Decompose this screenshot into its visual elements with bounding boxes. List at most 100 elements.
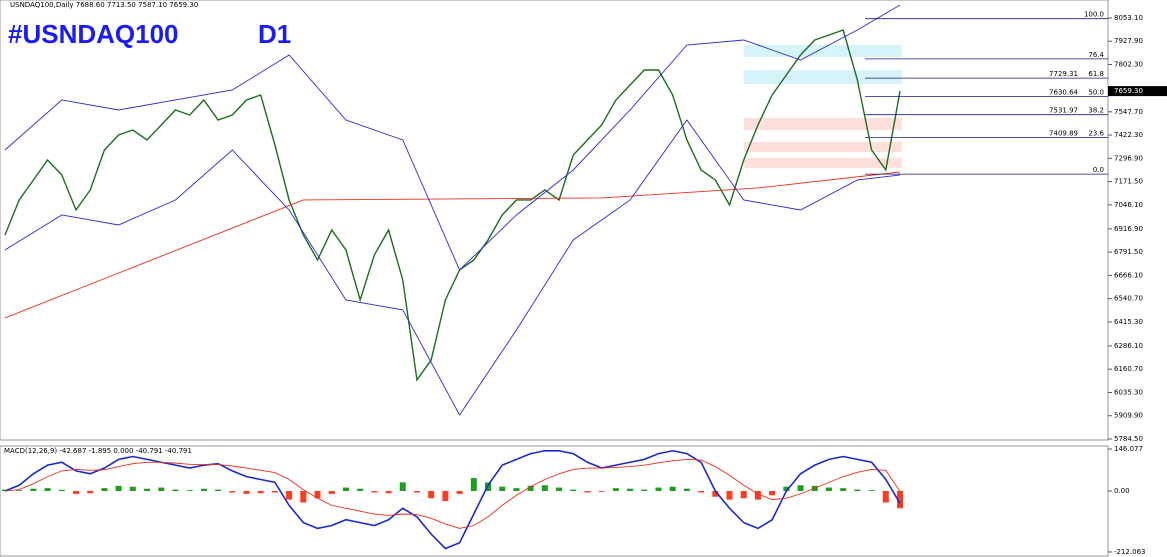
macd-bar [286, 491, 293, 500]
macd-bar [399, 482, 406, 492]
macd-bar [470, 478, 477, 492]
series-line [4, 119, 901, 416]
y-tick-label: 6415.30 [1114, 318, 1143, 326]
y-tick-label: 6540.70 [1114, 295, 1143, 303]
fib-zone [744, 118, 902, 130]
macd-bar [726, 491, 733, 500]
fib-ratio: 61.8 [1088, 70, 1104, 78]
y-tick-label: 7927.90 [1114, 37, 1143, 45]
macd-bar [257, 491, 264, 494]
macd-bar [144, 488, 151, 492]
y-tick-label: 7046.10 [1114, 201, 1143, 209]
y-tick-label: 7422.30 [1114, 131, 1143, 139]
fib-price: 7630.64 [1049, 88, 1078, 96]
macd-bar [30, 488, 37, 492]
macd-bar [215, 489, 222, 492]
macd-bar [87, 491, 94, 494]
macd-bar [584, 491, 591, 493]
macd-bar [271, 491, 278, 493]
macd-bar [243, 491, 250, 494]
macd-bar [314, 491, 321, 499]
macd-bar [556, 487, 563, 492]
macd-bar [16, 490, 23, 492]
macd-bar [641, 489, 648, 492]
y-tick-label: 0.00 [1114, 487, 1130, 495]
macd-bar [499, 486, 506, 492]
macd-bar [854, 489, 861, 492]
macd-bar [598, 491, 605, 492]
current-price-box [1108, 86, 1167, 97]
fib-zone [744, 158, 902, 168]
fib-price: 7531.97 [1049, 107, 1078, 115]
macd-bar [58, 489, 65, 492]
symbol-title: #USNDAQ100 [8, 19, 179, 49]
fib-ratio: 38.2 [1088, 107, 1104, 115]
macd-bar [868, 490, 875, 492]
macd-bar [200, 488, 207, 492]
macd-label: MACD(12,26,9) -42.687 -1.895 0.000 -40.7… [4, 447, 192, 455]
macd-bar [442, 491, 449, 502]
macd-bar [44, 488, 51, 492]
macd-bar [783, 486, 790, 492]
macd-bar [669, 486, 676, 492]
fib-zone [744, 45, 902, 57]
y-tick-label: 6035.30 [1114, 388, 1143, 396]
macd-bar [612, 488, 619, 492]
y-tick-label: 7802.30 [1114, 61, 1143, 69]
macd-bar [158, 487, 165, 492]
fib-ratio: 23.6 [1088, 129, 1104, 137]
macd-bar [740, 491, 747, 499]
series-line [4, 171, 901, 319]
macd-bar [371, 491, 378, 493]
y-tick-label: 6286.10 [1114, 342, 1143, 350]
macd-bar [413, 491, 420, 493]
fib-ratio: 0.0 [1093, 166, 1104, 174]
macd-bar [825, 487, 832, 492]
macd-bar [840, 488, 847, 492]
y-tick-label: 8053.10 [1114, 14, 1143, 22]
macd-bar [882, 491, 889, 503]
macd-bar [101, 488, 108, 492]
macd-bar [627, 488, 634, 492]
y-tick-label: 5909.90 [1114, 412, 1143, 420]
y-tick-label: 146.077 [1114, 445, 1143, 453]
macd-bar [73, 491, 80, 494]
y-tick-label: 6791.50 [1114, 248, 1143, 256]
fib-ratio: 100.0 [1084, 11, 1104, 19]
macd-bar [456, 491, 463, 494]
macd-bar [527, 485, 534, 492]
macd-bar [328, 491, 335, 494]
macd-bar [513, 488, 520, 492]
macd-bar [115, 485, 122, 492]
y-tick-label: 6916.90 [1114, 225, 1143, 233]
macd-bar [698, 491, 705, 493]
macd-bar [342, 487, 349, 492]
fib-zone [744, 142, 902, 152]
y-tick-label: 6666.10 [1114, 271, 1143, 279]
macd-bar [712, 491, 719, 497]
macd-bar [300, 491, 307, 503]
fib-ratio: 76.4 [1088, 51, 1104, 59]
macd-bar [172, 489, 179, 492]
macd-bar [229, 491, 236, 493]
series-line [4, 4, 901, 271]
macd-bar [570, 489, 577, 492]
series-line [4, 29, 901, 382]
macd-bar [186, 490, 193, 492]
macd-pane [0, 445, 1109, 557]
y-tick-label: 6160.70 [1114, 365, 1143, 373]
macd-bar [428, 491, 435, 499]
y-tick-label: -212.063 [1114, 548, 1145, 556]
macd-bar [655, 487, 662, 492]
y-tick-label: 5784.50 [1114, 435, 1143, 443]
macd-bar [797, 485, 804, 492]
macd-bar [385, 491, 392, 494]
price-pane [0, 0, 1109, 441]
y-tick-label: 7296.90 [1114, 154, 1143, 162]
timeframe: D1 [258, 19, 291, 49]
y-tick-label: 7171.50 [1114, 178, 1143, 186]
macd-bar [769, 491, 776, 496]
macd-bar [541, 485, 548, 492]
macd-bar [754, 491, 761, 500]
